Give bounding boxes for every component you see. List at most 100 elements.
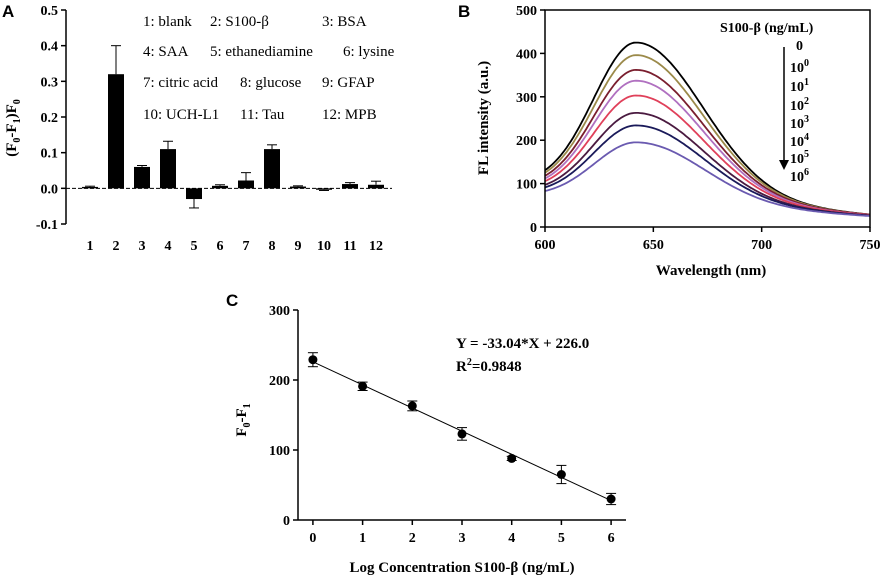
panel-b-line-chart: FL intensity (a.u.) Wavelength (nm) 600 6… [476,4,881,279]
data-point [556,470,566,479]
x-tick-label: 12 [369,239,383,254]
bar [134,166,150,189]
spectrum-line [544,94,871,216]
legend-item: 9: GFAP [322,75,375,91]
bar [186,188,202,200]
x-tick-label: 4 [165,239,172,254]
y-tick-label: 0.3 [41,75,59,90]
x-tick-label: 1 [87,239,94,254]
panel-b-legend-title: S100-β (ng/mL) [720,21,814,36]
x-tick-label: 750 [860,238,881,253]
bar [212,185,228,189]
panel-b-xlabel: Wavelength (nm) [656,263,766,279]
y-tick-label: 200 [516,134,537,149]
legend-item: 12: MPB [322,107,377,123]
legend-label: 104 [790,132,809,150]
x-tick-label: 9 [295,239,302,254]
x-tick-label: 10 [317,239,331,254]
y-tick-label: 100 [269,444,290,459]
spectrum-line [544,68,871,216]
bar [290,186,306,189]
bar [160,149,176,189]
y-tick-label: 0.1 [41,147,59,162]
legend-item: 1: blank [143,14,192,30]
data-point [606,494,616,504]
legend-item: 11: Tau [240,107,285,123]
legend-label: 105 [790,149,809,167]
legend-item: 5: ethanediamine [210,44,313,60]
legend-item: 7: citric acid [143,75,218,91]
y-tick-label: 0.4 [41,40,59,55]
x-tick-label: 6 [217,239,224,254]
bar [238,180,254,189]
bar [108,74,124,189]
panel-label-b: B [458,2,470,21]
fit-r-squared: R2=0.9848 [456,357,522,375]
panel-a-legend: 1: blank 2: S100-β 3: BSA 4: SAA 5: etha… [143,14,395,123]
legend-item: 10: UCH-L1 [143,107,219,123]
legend-label: 102 [790,96,809,114]
x-tick-label: 4 [508,531,515,546]
panel-label-a: A [2,2,14,21]
x-tick-label: 1 [359,531,366,546]
data-point [457,429,467,439]
y-tick-label: 0 [283,514,290,529]
panel-label-c: C [226,291,238,310]
legend-label: 103 [790,114,809,132]
panel-c-ylabel: F0-F1 [234,403,253,436]
y-tick-label: -0.1 [36,218,58,233]
bar [316,188,332,190]
x-tick-label: 7 [243,239,250,254]
panel-c-xlabel: Log Concentration S100-β (ng/mL) [350,560,575,576]
spectrum-line [544,79,871,216]
y-tick-label: 300 [269,304,290,319]
bar [368,184,384,189]
x-tick-label: 0 [309,531,316,546]
legend-item: 8: glucose [240,75,302,91]
x-tick-label: 2 [409,531,416,546]
y-tick-label: 0.2 [41,111,59,126]
y-tick-label: 500 [516,4,537,19]
y-tick-label: 400 [516,47,537,62]
panel-a-ylabel: (F0-F1)F0 [4,99,23,157]
bar [82,186,98,189]
panel-b-plot-frame [544,9,871,228]
legend-arrow-head [779,160,789,170]
spectrum-line [544,141,871,217]
x-tick-label: 3 [459,531,466,546]
x-tick-label: 5 [191,239,198,254]
legend-label: 106 [790,167,809,185]
data-point [358,381,368,391]
legend-label: 101 [790,77,809,95]
legend-item: 3: BSA [322,14,367,30]
y-tick-label: 0 [530,221,537,236]
x-tick-label: 600 [535,238,556,253]
panel-b-ylabel: FL intensity (a.u.) [476,61,492,175]
legend-label: 0 [796,39,803,54]
data-point [407,401,417,411]
x-tick-label: 3 [139,239,146,254]
bar [264,149,280,189]
x-tick-label: 2 [113,239,120,254]
y-tick-label: 300 [516,91,537,106]
legend-item: 2: S100-β [210,14,269,30]
y-tick-label: 0.0 [41,182,59,197]
x-tick-label: 5 [558,531,565,546]
data-point [507,453,517,463]
legend-item: 4: SAA [143,44,189,60]
x-tick-label: 8 [269,239,276,254]
x-tick-label: 11 [343,239,356,254]
y-tick-label: 100 [516,178,537,193]
spectrum-line [544,124,871,217]
x-tick-label: 700 [751,238,772,253]
data-point [308,355,318,365]
legend-label: 100 [790,58,809,76]
bar [342,184,358,189]
x-tick-label: 650 [643,238,664,253]
fit-equation: Y = -33.04*X + 226.0 [456,336,589,352]
y-tick-label: 0.5 [41,4,59,19]
y-tick-label: 200 [269,374,290,389]
